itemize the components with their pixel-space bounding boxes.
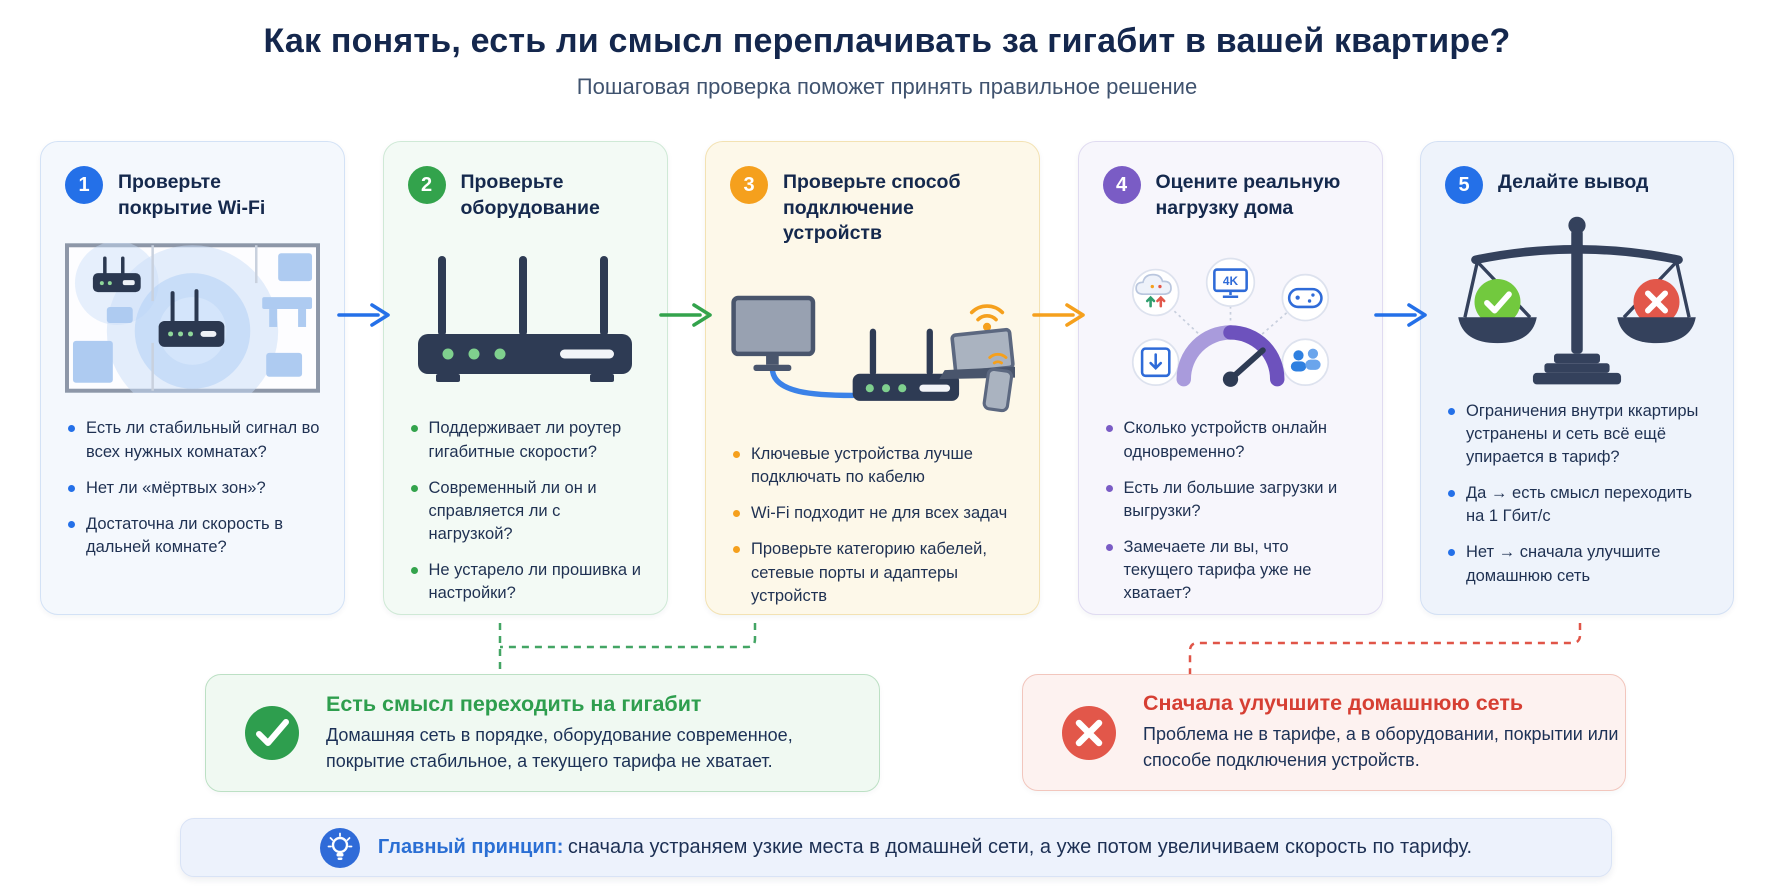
step-4-head: 4 Оцените реальную нагрузку дома — [1102, 166, 1358, 221]
bullet: Wi-Fi подходит не для всех задач — [730, 502, 1015, 525]
wired-wireless-devices-illustration — [730, 255, 1015, 433]
principle-text-group: Главный принцип: сначала устраняем узкие… — [378, 836, 1472, 859]
cloud-upload-icon — [1131, 269, 1179, 317]
bullet: Да → есть смысл переходить на 1 Гбит/с — [1445, 482, 1709, 528]
bullet: Есть ли большие загрузки и выгрузки? — [1103, 477, 1358, 523]
wifi-signal-icon-small — [988, 353, 1008, 365]
result-negative-title: Сначала улучшите домашнюю сеть — [1143, 691, 1524, 716]
step-5-bullets: Ограничения внутри ккартиры устранены и … — [1445, 400, 1709, 588]
step-3-number-badge: 3 — [730, 166, 768, 204]
result-negative-box: Сначала улучшите домашнюю сеть Проблема … — [1022, 674, 1626, 791]
step-3-bullets: Ключевые устройства лучше подключать по … — [730, 443, 1015, 608]
step-3-head: 3 Проверьте способ подключение устройств — [730, 166, 1015, 247]
arrow-step1-to-step2 — [337, 303, 390, 327]
balance-scale-illustration — [1445, 212, 1709, 390]
svg-text:4K: 4K — [1222, 274, 1238, 288]
connector-negative — [1188, 623, 1582, 676]
bullet: Нет → сначала улучшите домашнюю сеть — [1445, 541, 1709, 587]
bullet: Ключевые устройства лучше подключать по … — [730, 443, 1015, 489]
wifi-coverage-floorplan-illustration — [65, 229, 320, 407]
users-icon — [1281, 338, 1329, 387]
router-icon — [852, 328, 960, 402]
step-1-title: Проверьте покрытие Wi-Fi — [118, 171, 266, 219]
step-5-head: 5 Делайте вывод — [1445, 166, 1709, 204]
bullet: Замечаете ли вы, что текущего тарифа уже… — [1103, 536, 1358, 605]
result-negative-text: Проблема не в тарифе, а в оборудовании, … — [1143, 724, 1619, 770]
result-positive-box: Есть смысл переходить на гигабит Домашня… — [205, 674, 880, 792]
load-gauge-illustration: 4K — [1103, 229, 1358, 407]
bullet: Достаточна ли скорость в дальней комнате… — [65, 513, 320, 559]
step-1-bullets: Есть ли стабильный сигнал во всех нужных… — [65, 417, 320, 558]
page-title: Как понять, есть ли смысл переплачивать … — [263, 22, 1511, 60]
arrow-step4-to-step5 — [1374, 303, 1427, 327]
bullet: Есть ли стабильный сигнал во всех нужных… — [65, 417, 320, 463]
bullet: Современный ли он и справляется ли с наг… — [408, 477, 643, 546]
step-card-2-equipment: 2 Проверьте оборудование — [382, 141, 668, 615]
4k-tv-icon: 4K — [1205, 258, 1255, 308]
step-card-1-wifi-coverage: 1 Проверьте покрытие Wi-Fi — [40, 141, 345, 615]
result-connectors — [498, 623, 1582, 676]
result-negative-content: Сначала улучшите домашнюю сеть Проблема … — [1143, 691, 1623, 773]
steps-row: 1 Проверьте покрытие Wi-Fi — [40, 141, 1734, 615]
step-2-head: 2 Проверьте оборудование — [407, 166, 643, 221]
step-2-bullets: Поддерживает ли роутер гигабитные скорос… — [408, 417, 643, 605]
connector-positive-branch — [500, 623, 757, 649]
result-positive-text: Домашняя сеть в порядке, оборудование со… — [326, 724, 793, 771]
arrow-step2-to-step3 — [659, 303, 712, 327]
principle-text: сначала устраняем узкие места в домашней… — [567, 836, 1473, 858]
smartphone-icon — [982, 368, 1014, 413]
step-4-number-badge: 4 — [1102, 166, 1141, 204]
ethernet-cable — [769, 365, 856, 399]
step-1-head: 1 Проверьте покрытие Wi-Fi — [65, 166, 320, 221]
result-positive-content: Есть смысл переходить на гигабит Домашня… — [326, 692, 806, 774]
header: Как понять, есть ли смысл переплачивать … — [0, 0, 1774, 100]
step-1-number-badge: 1 — [65, 166, 103, 204]
bullet: Сколько устройств онлайн одновременно? — [1103, 417, 1358, 463]
step-2-number-badge: 2 — [407, 166, 446, 204]
step-4-title: Оцените реальную нагрузку дома — [1155, 171, 1341, 219]
monitor-icon — [731, 295, 816, 372]
arrow-step3-to-step4 — [1032, 303, 1085, 327]
mini-router-top-left — [92, 256, 141, 293]
download-icon — [1131, 338, 1179, 387]
step-card-5-conclusion: 5 Делайте вывод — [1420, 141, 1734, 615]
speed-gauge — [1176, 325, 1284, 388]
bullet: Ограничения внутри ккартиры устранены и … — [1445, 400, 1709, 469]
result-positive-title: Есть смысл переходить на гигабит — [326, 691, 702, 716]
principle-banner: Главный принцип: сначала устраняем узкие… — [180, 818, 1612, 877]
bullet: Поддерживает ли роутер гигабитные скорос… — [408, 417, 643, 463]
bullet: Проверьте категорию кабелей, сетевые пор… — [730, 538, 1015, 607]
router-illustration — [408, 229, 643, 407]
step-2-title: Проверьте оборудование — [460, 171, 600, 219]
step-4-bullets: Сколько устройств онлайн одновременно? Е… — [1103, 417, 1358, 605]
check-circle-icon — [245, 706, 299, 760]
step-5-number-badge: 5 — [1445, 166, 1483, 204]
step-card-3-connection-method: 3 Проверьте способ подключение устройств — [705, 141, 1040, 615]
step-5-title: Делайте вывод — [1498, 171, 1649, 193]
page-subtitle: Пошаговая проверка поможет принять прави… — [576, 74, 1198, 99]
cross-circle-icon — [1062, 705, 1116, 760]
yes-check-circle — [1474, 278, 1521, 325]
gamepad-icon — [1281, 274, 1329, 322]
bullet: Не устарело ли прошивка и настройки? — [408, 559, 643, 605]
bullet: Нет ли «мёртвых зон»? — [65, 477, 320, 500]
step-card-4-real-load: 4 Оцените реальную нагрузку дома — [1077, 141, 1383, 615]
mini-router-center — [158, 289, 225, 348]
principle-label: Главный принцип: — [377, 836, 564, 858]
step-3-title: Проверьте способ подключение устройств — [783, 171, 961, 245]
lightbulb-icon — [319, 827, 360, 868]
wifi-signal-icon — [969, 304, 1005, 332]
